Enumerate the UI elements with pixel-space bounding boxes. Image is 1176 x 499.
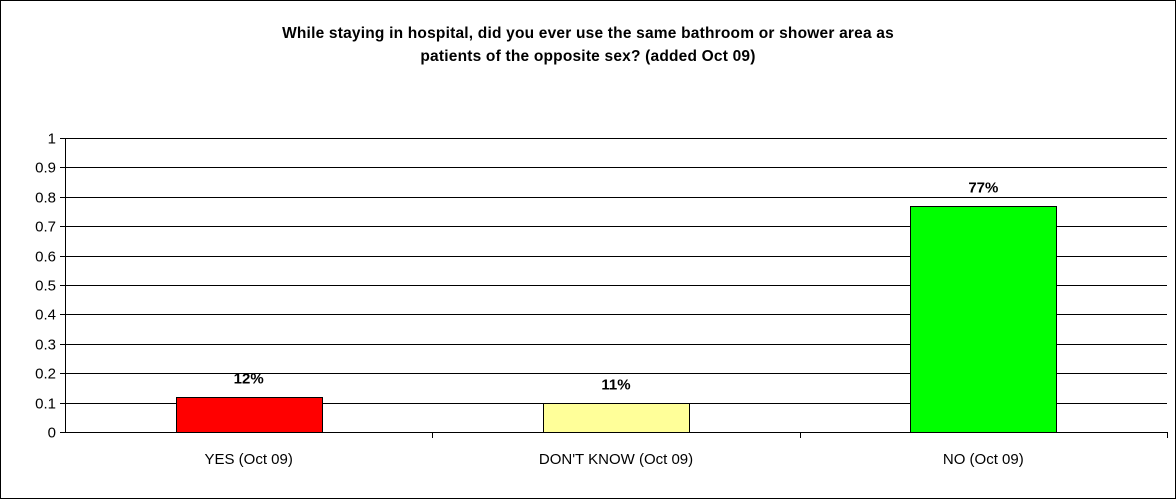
y-tick-label: 0.4	[35, 307, 56, 324]
chart-title-line-2: patients of the opposite sex? (added Oct…	[420, 48, 756, 65]
y-tick-label: 0.3	[35, 337, 56, 354]
x-category-label: NO (Oct 09)	[943, 451, 1024, 468]
y-tick-label: 0.1	[35, 396, 56, 413]
chart-title-line-1: While staying in hospital, did you ever …	[282, 25, 894, 42]
bar	[543, 403, 690, 433]
data-label: 77%	[968, 180, 998, 197]
y-tick-label: 0.8	[35, 190, 56, 207]
y-tick-label: 0	[48, 425, 56, 442]
bar	[176, 397, 323, 433]
y-tick-label: 0.6	[35, 249, 56, 266]
y-tick-label: 0.7	[35, 219, 56, 236]
data-label: 11%	[601, 377, 630, 394]
x-category-label: DON'T KNOW (Oct 09)	[539, 451, 693, 468]
y-tick-label: 1	[48, 131, 56, 148]
x-category-label: YES (Oct 09)	[204, 451, 292, 468]
chart-title: While staying in hospital, did you ever …	[0, 22, 1176, 68]
bar	[910, 206, 1057, 433]
y-tick-label: 0.9	[35, 160, 56, 177]
y-tick-label: 0.5	[35, 278, 56, 295]
data-label: 12%	[234, 371, 264, 388]
y-tick-label: 0.2	[35, 366, 56, 383]
